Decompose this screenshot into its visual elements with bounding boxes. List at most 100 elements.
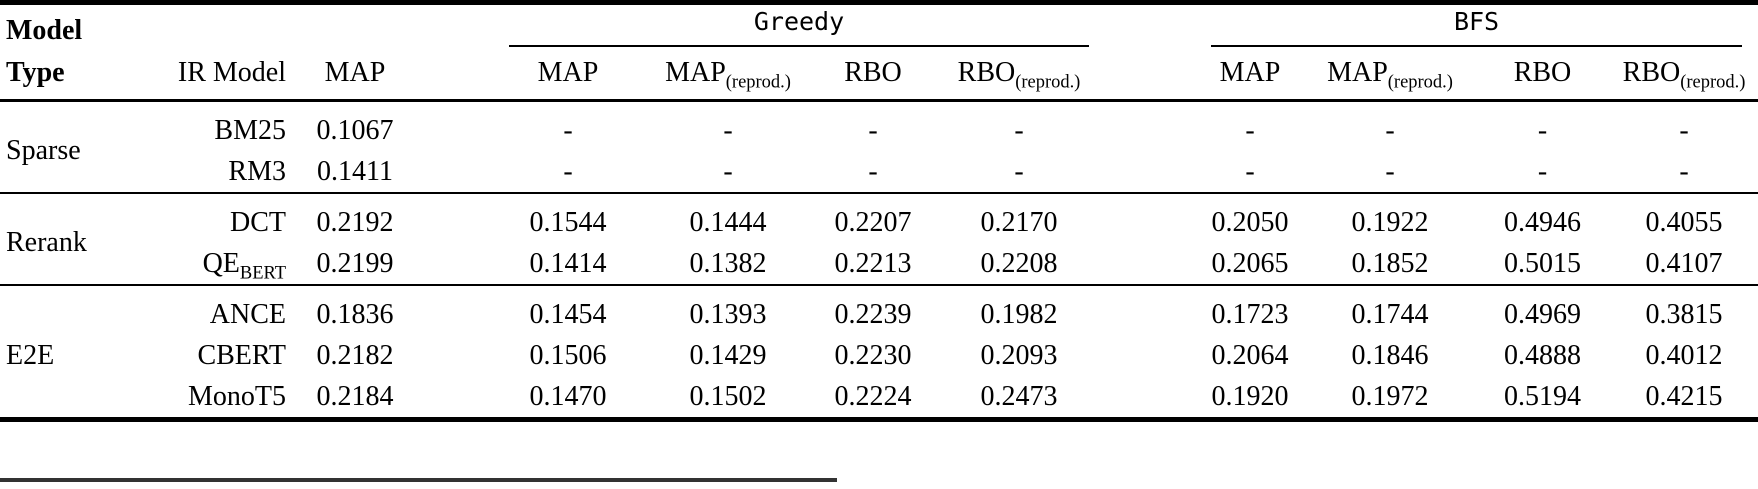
metric-cell: - — [1679, 114, 1689, 146]
metric-cell: 0.2224 — [834, 380, 912, 412]
spacer — [300, 3, 410, 48]
metric-cell: - — [868, 155, 878, 187]
spacer — [1105, 101, 1195, 152]
ir-model-cell: BM25 — [214, 114, 286, 146]
metric-cell: 0.3815 — [1645, 298, 1723, 330]
spacer — [150, 3, 300, 48]
metric-cell: 0.5015 — [1504, 247, 1581, 279]
group-header-row: Model Greedy BFS — [0, 3, 1758, 48]
metric-cell: 0.1502 — [689, 380, 767, 412]
metric-cell: - — [1245, 114, 1255, 146]
metric-cell: 0.2050 — [1211, 206, 1289, 238]
table-row-dct: Rerank DCT 0.2192 0.1544 0.1444 0.2207 0… — [0, 193, 1758, 259]
column-header-bfs-map-reprod: MAP(reprod.) — [1327, 57, 1453, 92]
metric-cell: 0.2093 — [980, 339, 1058, 371]
header-model-line1: Model — [6, 15, 83, 46]
spacer — [1105, 151, 1195, 193]
ir-model-cell: DCT — [230, 206, 286, 238]
metric-cell: 0.1444 — [689, 206, 767, 238]
metric-cell: 0.1972 — [1351, 380, 1429, 412]
metric-cell: - — [1385, 155, 1395, 187]
metric-cell: 0.1470 — [529, 380, 607, 412]
metric-cell: - — [1014, 155, 1024, 187]
spacer — [1105, 285, 1195, 335]
metric-cell: 0.1454 — [529, 298, 607, 330]
table-row-bm25: Sparse BM25 0.1067 - - - - - - - - — [0, 101, 1758, 167]
column-header-row: Type IR Model MAP MAP MAP(reprod.) RBO R… — [0, 47, 1758, 101]
table-row-rm3: RM3 0.1411 - - - - - - - - — [0, 151, 1758, 193]
metric-cell: 0.2473 — [980, 380, 1058, 412]
metric-cell: 0.1836 — [316, 298, 394, 330]
model-type-label-rerank: Rerank — [6, 227, 87, 258]
metric-cell: 0.2199 — [316, 247, 394, 279]
metric-cell: - — [563, 114, 573, 146]
group-e2e: E2E ANCE 0.1836 0.1454 0.1393 0.2239 0.1… — [0, 285, 1758, 420]
spacer — [410, 243, 493, 285]
metric-cell: 0.1067 — [316, 114, 394, 146]
metric-cell: - — [868, 114, 878, 146]
table-row-qebert: QEBERT 0.2199 0.1414 0.1382 0.2213 0.220… — [0, 243, 1758, 285]
metric-cell: 0.2208 — [980, 247, 1058, 279]
metric-cell: 0.1982 — [980, 298, 1058, 330]
reprod-subscript: (reprod.) — [1387, 71, 1453, 92]
table-header: Model Greedy BFS Type IR Model MAP MAP M… — [0, 3, 1758, 101]
ir-model-cell: ANCE — [209, 298, 286, 330]
metric-cell: 0.4055 — [1645, 206, 1723, 238]
spacer — [410, 3, 493, 48]
metric-cell: - — [563, 155, 573, 187]
spacer — [410, 335, 493, 376]
spacer — [1105, 3, 1195, 48]
metric-cell: - — [1537, 114, 1548, 146]
metric-cell: 0.4215 — [1645, 380, 1723, 412]
metric-cell: 0.4107 — [1645, 247, 1723, 279]
spacer — [410, 101, 493, 152]
metric-cell: 0.1744 — [1351, 298, 1429, 330]
metric-cell: 0.1544 — [529, 206, 607, 238]
metric-cell: 0.4888 — [1504, 339, 1581, 371]
metric-cell: 0.2207 — [834, 206, 912, 238]
group-header-greedy: Greedy — [493, 3, 1105, 47]
metric-cell: 0.1920 — [1211, 380, 1289, 412]
metric-cell: 0.2192 — [316, 206, 394, 238]
metric-cell: - — [723, 155, 733, 187]
metric-cell: 0.1414 — [529, 247, 607, 279]
metric-cell: 0.1382 — [689, 247, 767, 279]
table-row-monot5: MonoT5 0.2184 0.1470 0.1502 0.2224 0.247… — [0, 376, 1758, 420]
reprod-subscript: (reprod.) — [725, 71, 791, 92]
column-header-greedy-map-reprod: MAP(reprod.) — [665, 57, 791, 92]
column-header-map: MAP — [324, 57, 386, 88]
metric-cell: 0.4012 — [1645, 339, 1723, 371]
metric-cell: 0.1846 — [1351, 339, 1429, 371]
metric-cell: 0.1393 — [689, 298, 767, 330]
table-row-cbert: CBERT 0.2182 0.1506 0.1429 0.2230 0.2093… — [0, 335, 1758, 376]
metric-cell: 0.2184 — [316, 380, 394, 412]
model-type-label-sparse: Sparse — [6, 135, 81, 166]
next-table-top-rule — [0, 478, 837, 482]
metric-cell: 0.2064 — [1211, 339, 1289, 371]
metric-cell: 0.2065 — [1211, 247, 1289, 279]
spacer — [1105, 335, 1195, 376]
model-type-label-e2e: E2E — [6, 339, 55, 371]
metric-cell: - — [723, 114, 733, 146]
metric-cell: 0.4946 — [1504, 206, 1581, 238]
ir-model-cell: CBERT — [197, 339, 286, 371]
metric-cell: 0.1506 — [529, 339, 607, 371]
column-header-bfs-rbo: RBO — [1513, 57, 1572, 88]
metric-cell: - — [1014, 114, 1024, 146]
spacer — [410, 285, 493, 335]
bfs-group-label: BFS — [1211, 7, 1743, 47]
spacer — [410, 376, 493, 420]
ir-model-cell: MonoT5 — [188, 380, 286, 412]
greedy-group-label: Greedy — [509, 7, 1089, 47]
metric-cell: 0.1922 — [1351, 206, 1429, 238]
spacer — [1105, 193, 1195, 243]
metric-cell: 0.4969 — [1504, 298, 1581, 330]
spacer — [1105, 47, 1195, 101]
metric-cell: 0.1723 — [1211, 298, 1289, 330]
metric-cell: 0.2230 — [834, 339, 912, 371]
table-row-ance: E2E ANCE 0.1836 0.1454 0.1393 0.2239 0.1… — [0, 285, 1758, 371]
ir-model-cell: QEBERT — [202, 247, 286, 283]
spacer — [410, 47, 493, 101]
spacer — [410, 193, 493, 243]
metric-cell: - — [1385, 114, 1395, 146]
